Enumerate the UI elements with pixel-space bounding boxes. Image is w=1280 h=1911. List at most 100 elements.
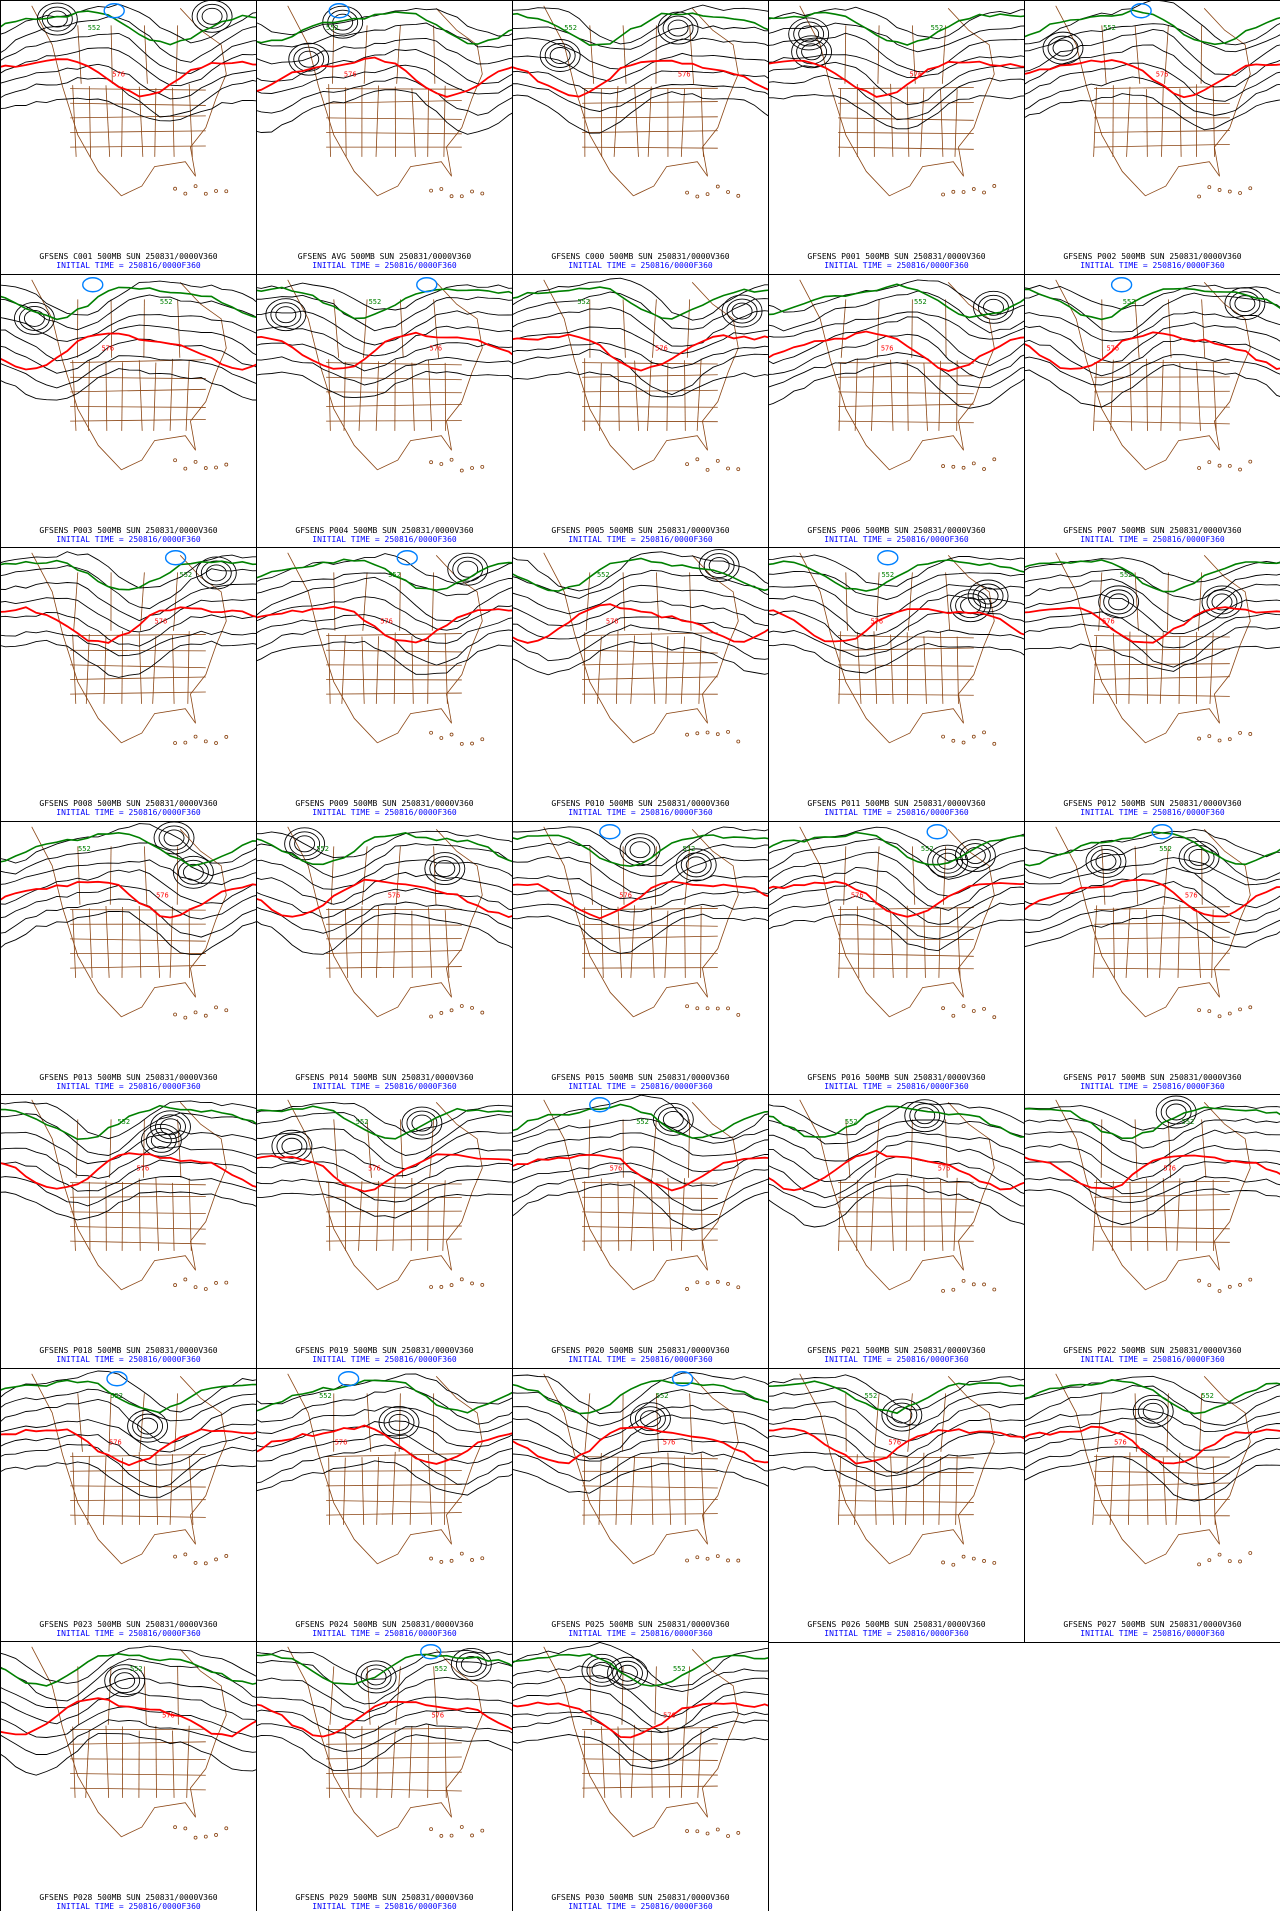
initial-time-label: INITIAL TIME = 250816/0000F360: [312, 534, 457, 544]
height-contours: [513, 826, 768, 954]
geography-lines: [543, 552, 741, 744]
ensemble-member-panel: 552 576 GFSENS P026 500MB SUN 250831/0000V…: [768, 1368, 1025, 1643]
panel-title: GFSENS P010 500MB SUN 250831/0000V360: [551, 798, 730, 808]
ensemble-member-panel: 552 576 GFSENS P023 500MB SUN 250831/0000V…: [0, 1368, 257, 1643]
height-map: 552 576: [513, 277, 768, 472]
panel-title: GFSENS C001 500MB SUN 250831/0000V360: [39, 251, 218, 261]
contour-552: [257, 1653, 512, 1686]
height-contours: [769, 554, 1024, 674]
height-contours: [769, 6, 1024, 130]
ensemble-member-panel: 552 576 GFSENS P005 500MB SUN 250831/0000V…: [512, 274, 769, 549]
contour-576: [1, 58, 256, 98]
contour-552-label: 552: [1182, 1118, 1195, 1126]
contour-552: [513, 557, 768, 592]
deep-low-contour: [420, 1644, 442, 1660]
ensemble-member-panel: 552 576 GFSENS P030 500MB SUN 250831/0000V…: [512, 1641, 769, 1911]
contour-552: [769, 559, 1024, 592]
contour-552: [769, 831, 1024, 866]
geography-lines: [31, 1373, 229, 1566]
contour-576: [769, 880, 1024, 918]
ensemble-member-panel: 552 576 GFSENS P018 500MB SUN 250831/0000V…: [0, 1094, 257, 1369]
geography-lines: [1055, 826, 1253, 1019]
contour-552: [513, 1653, 768, 1687]
initial-time-label: INITIAL TIME = 250816/0000F360: [568, 1354, 713, 1364]
contour-552-label: 552: [435, 1665, 448, 1673]
initial-time-label: INITIAL TIME = 250816/0000F360: [1080, 1081, 1225, 1091]
contour-552: [1025, 1106, 1280, 1140]
ensemble-member-panel: 552 576 GFSENS P011 500MB SUN 250831/0000V…: [768, 547, 1025, 822]
contour-552: [513, 1103, 768, 1139]
contour-576: [1, 332, 256, 371]
geography-lines: [799, 5, 997, 197]
contour-552-label: 552: [921, 845, 934, 853]
height-map: 552 576: [1025, 1, 1280, 199]
contour-576-label: 576: [619, 891, 632, 899]
geography-lines: [31, 1646, 229, 1840]
contour-576: [769, 1149, 1024, 1192]
geography-lines: [543, 1646, 741, 1838]
deep-low-contour: [599, 824, 621, 840]
contour-552-label: 552: [673, 1665, 686, 1673]
contour-552: [1, 286, 256, 321]
contour-576: [257, 331, 512, 370]
contour-552-label: 552: [931, 24, 944, 32]
contour-576: [1025, 59, 1280, 99]
height-map: 552 576: [513, 1371, 768, 1565]
contour-576: [1025, 606, 1280, 644]
height-contours: [769, 279, 1024, 409]
contour-576: [257, 1700, 512, 1738]
deep-low-contour: [82, 277, 104, 293]
ensemble-member-panel: 552 576 GFSENS P027 500MB SUN 250831/0000V…: [1024, 1368, 1280, 1643]
contour-552: [513, 12, 768, 47]
geography-lines: [1055, 552, 1253, 744]
contour-552: [769, 11, 1024, 46]
ensemble-member-panel: 552 576 GFSENS P008 500MB SUN 250831/0000V…: [0, 547, 257, 822]
deep-low-contour: [1110, 277, 1133, 293]
contour-552: [769, 1380, 1024, 1415]
contour-552-label: 552: [326, 24, 339, 32]
contour-552: [257, 1379, 512, 1414]
contour-552-label: 552: [319, 1392, 332, 1400]
ensemble-member-panel: 552 576 GFSENS P025 500MB SUN 250831/0000V…: [512, 1368, 769, 1643]
contour-576: [769, 608, 1024, 643]
contour-576-label: 576: [1185, 891, 1198, 899]
height-contours: [1, 1100, 256, 1221]
ensemble-member-panel: 552 576 GFSENS P021 500MB SUN 250831/0000V…: [768, 1094, 1025, 1369]
contour-576-label: 576: [430, 344, 443, 352]
height-contours: [257, 5, 512, 135]
contour-552-label: 552: [845, 1118, 858, 1126]
contour-552-label: 552: [78, 845, 91, 853]
contour-576-label: 576: [870, 617, 883, 625]
geography-lines: [543, 5, 741, 199]
contour-552: [513, 286, 768, 320]
contour-576: [513, 333, 768, 372]
height-map: 552 576: [769, 550, 1024, 746]
height-contours: [769, 1099, 1024, 1228]
panel-title: GFSENS P013 500MB SUN 250831/0000V360: [39, 1072, 218, 1082]
deep-low-contour: [106, 1371, 128, 1387]
deep-low-contour: [328, 3, 350, 19]
deep-low-contour: [877, 550, 899, 566]
height-map: 552 576: [769, 824, 1024, 1020]
contour-576: [1, 880, 256, 919]
contour-576: [769, 1427, 1024, 1465]
deep-low-contour: [1151, 824, 1173, 840]
contour-552-label: 552: [110, 1392, 123, 1400]
height-contours: [1025, 1, 1280, 131]
contour-552: [513, 1379, 768, 1415]
initial-time-label: INITIAL TIME = 250816/0000F360: [824, 807, 969, 817]
contour-552-label: 552: [1120, 571, 1133, 579]
contour-552: [257, 1105, 512, 1140]
height-contours: [1025, 1375, 1280, 1502]
contour-576: [257, 878, 512, 919]
height-contours: [1025, 828, 1280, 948]
contour-552-label: 552: [1123, 298, 1136, 306]
height-contours: [1, 1645, 256, 1776]
height-contours: [1, 1370, 256, 1498]
contour-552: [1025, 559, 1280, 593]
contour-576-label: 576: [678, 70, 691, 78]
initial-time-label: INITIAL TIME = 250816/0000F360: [824, 1628, 969, 1638]
panel-title: GFSENS P003 500MB SUN 250831/0000V360: [39, 525, 218, 535]
height-map: 552 576: [769, 279, 1024, 471]
